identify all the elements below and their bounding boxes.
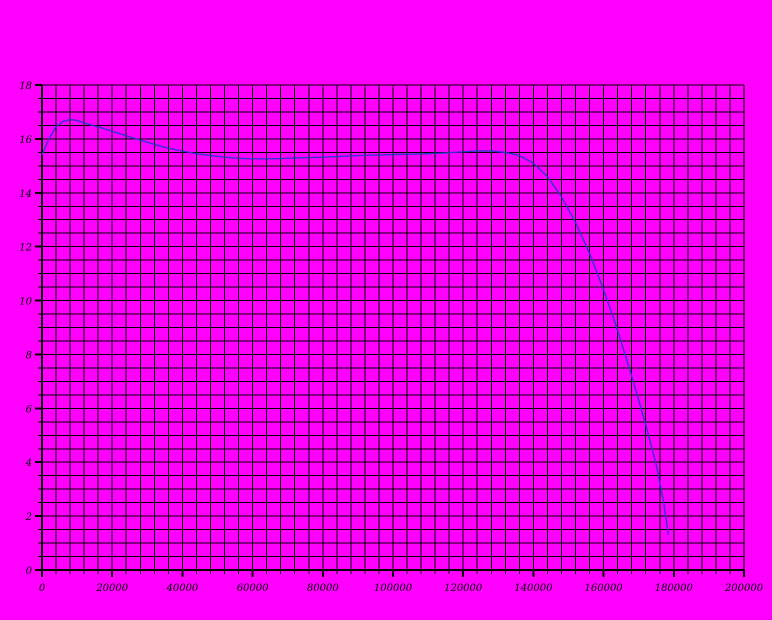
x-tick-label: 20000: [95, 583, 128, 594]
x-tick-label: 40000: [165, 583, 198, 594]
x-tick-label: 80000: [307, 583, 339, 594]
y-tick-label: 18: [19, 81, 32, 92]
x-tick-label: 140000: [514, 583, 553, 594]
y-tick-label: 14: [19, 189, 32, 200]
x-tick-label: 100000: [374, 583, 413, 594]
y-tick-label: 10: [19, 297, 32, 308]
y-tick-label: 0: [26, 566, 33, 577]
x-tick-label: 180000: [655, 583, 694, 594]
x-tick-label: 60000: [237, 583, 269, 594]
y-tick-label: 2: [25, 512, 32, 523]
x-axis-labels: 0 20000 40000 60000 80000 100000 120000 140000 1…: [39, 583, 764, 594]
series-line: [41, 118, 670, 536]
y-tick-label: 12: [19, 243, 32, 254]
y-tick-label: 6: [26, 404, 33, 415]
major-ticks: [35, 84, 745, 577]
x-tick-label: 200000: [724, 583, 764, 594]
y-tick-label: 4: [25, 458, 32, 469]
x-tick-label: 0: [39, 583, 46, 594]
y-axis-labels: 0 2 4 6 8 10 12 14 16 18: [19, 81, 32, 577]
grid: [41, 84, 745, 571]
y-tick-label: 8: [26, 350, 32, 361]
y-tick-label: 16: [19, 135, 32, 146]
axes: [41, 85, 744, 571]
x-tick-label: 120000: [444, 583, 483, 594]
x-tick-label: 160000: [585, 583, 624, 594]
